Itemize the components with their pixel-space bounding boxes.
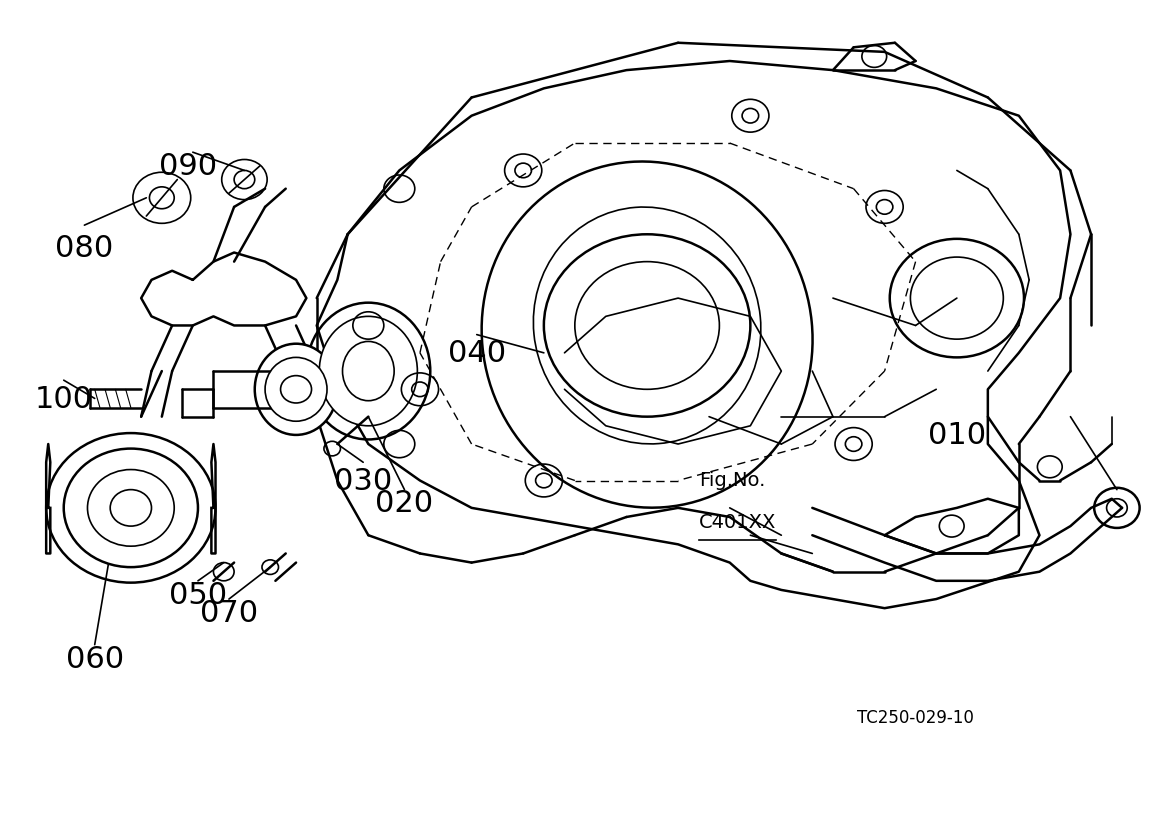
Circle shape — [280, 376, 311, 404]
Ellipse shape — [319, 317, 417, 426]
Text: 030: 030 — [334, 466, 392, 495]
Ellipse shape — [265, 358, 326, 421]
Text: 010: 010 — [927, 420, 986, 450]
Text: 020: 020 — [376, 489, 433, 518]
Text: 080: 080 — [55, 234, 114, 263]
Polygon shape — [141, 253, 306, 326]
Text: 040: 040 — [447, 339, 506, 368]
Text: TC250-029-10: TC250-029-10 — [857, 709, 973, 726]
Ellipse shape — [255, 344, 337, 435]
Circle shape — [46, 434, 215, 583]
Text: 060: 060 — [65, 644, 124, 673]
Ellipse shape — [306, 303, 430, 440]
Text: 050: 050 — [169, 580, 226, 609]
Text: Fig.No.: Fig.No. — [699, 471, 765, 490]
Circle shape — [87, 470, 175, 546]
Text: 090: 090 — [159, 152, 216, 181]
Circle shape — [63, 449, 198, 567]
Circle shape — [110, 490, 152, 526]
Text: 070: 070 — [200, 599, 257, 627]
Ellipse shape — [342, 342, 394, 401]
Text: C401XX: C401XX — [699, 513, 776, 531]
Text: 100: 100 — [34, 384, 93, 414]
